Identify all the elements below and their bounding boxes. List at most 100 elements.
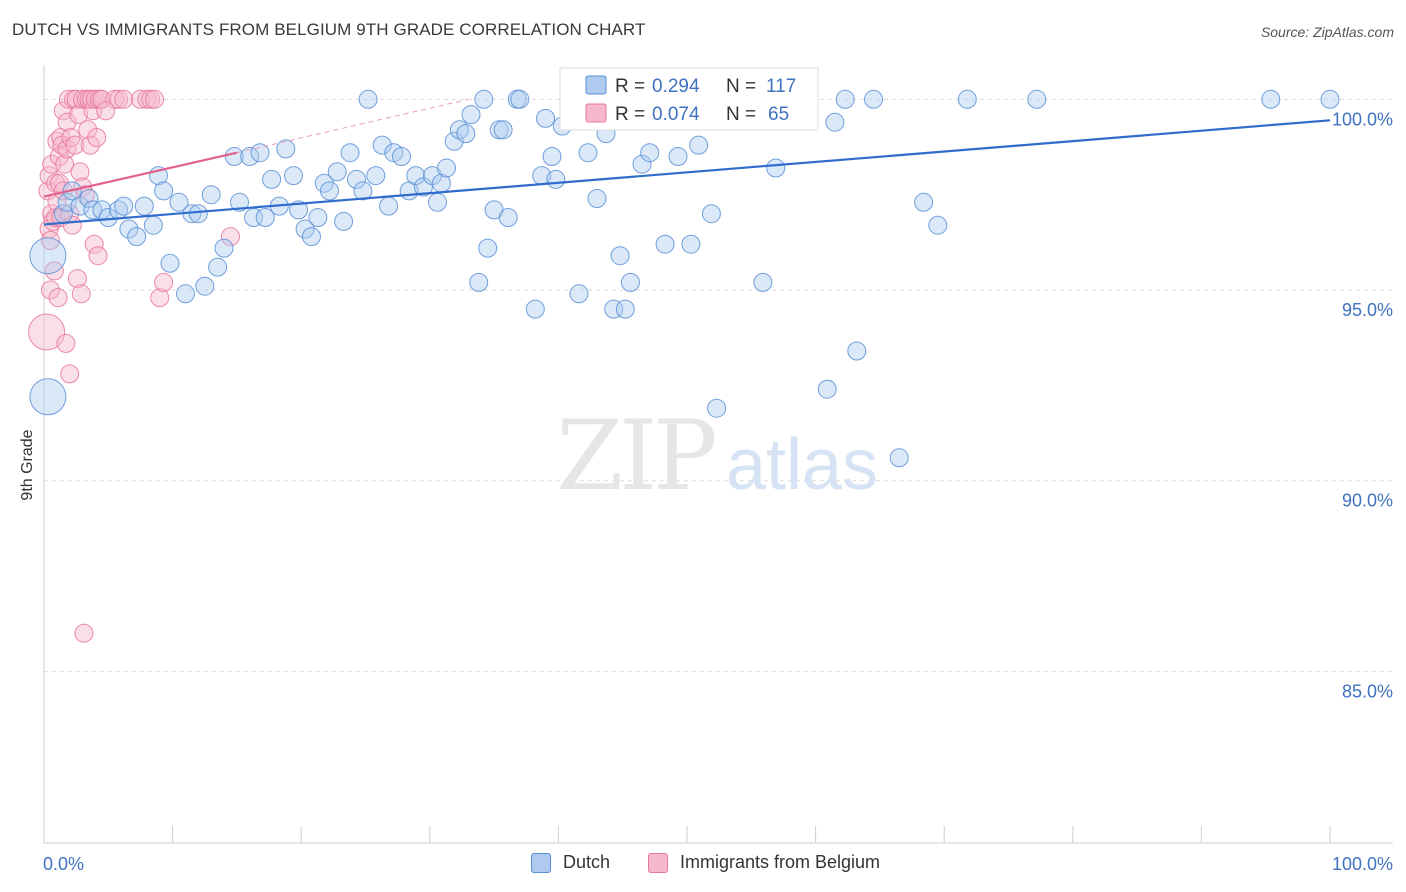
legend-swatch-belgium <box>585 103 607 123</box>
x-tick-label-max: 100.0% <box>1332 854 1393 874</box>
trend-line-belgium <box>43 151 238 198</box>
dutch-point <box>766 158 786 178</box>
series-dutch-points <box>29 89 1340 468</box>
dutch-point <box>114 196 134 216</box>
dutch-point <box>392 147 411 166</box>
belgium-point <box>69 105 89 125</box>
dutch-point <box>1027 89 1047 109</box>
dutch-point <box>847 341 867 361</box>
dutch-point <box>29 378 67 416</box>
dutch-point <box>143 215 163 235</box>
dutch-point <box>340 143 360 163</box>
dutch-point <box>542 147 562 166</box>
dutch-point <box>615 299 635 319</box>
x-tick-label-min: 0.0% <box>43 854 84 874</box>
legend-item-dutch[interactable]: Dutch <box>531 852 610 873</box>
legend-dutch-n-label: N = <box>726 76 756 97</box>
belgium-point <box>40 230 60 250</box>
dutch-point <box>489 120 509 140</box>
belgium-point <box>28 313 66 351</box>
axes <box>43 65 1393 844</box>
dutch-point <box>240 147 260 166</box>
dutch-point <box>689 135 709 155</box>
dutch-point <box>525 299 545 319</box>
dutch-point <box>681 234 701 254</box>
y-tick-labels: 85.0% 90.0% 95.0% 100.0% <box>1332 109 1393 701</box>
y-tick-label: 90.0% <box>1342 491 1393 511</box>
legend-belgium-n-label: N = <box>726 104 756 125</box>
dutch-point <box>668 147 688 166</box>
dutch-point <box>620 272 640 292</box>
trend-line-dutch <box>43 119 1331 226</box>
belgium-point <box>75 185 95 205</box>
belgium-point <box>145 89 165 109</box>
belgium-point <box>84 234 104 254</box>
belgium-point <box>87 128 107 147</box>
belgium-point <box>154 272 174 292</box>
belgium-point <box>57 112 77 132</box>
dutch-point <box>320 181 339 201</box>
dutch-point <box>640 143 660 163</box>
legend-belgium-r-value: 0.074 <box>652 104 700 125</box>
dutch-point <box>835 89 855 109</box>
dutch-point <box>29 237 67 275</box>
dutch-point <box>358 89 378 109</box>
legend-dutch-n-value: 117 <box>766 76 796 97</box>
belgium-point <box>55 154 75 174</box>
dutch-point <box>134 196 154 216</box>
dutch-point <box>437 158 456 178</box>
belgium-point <box>141 89 161 109</box>
dutch-point <box>308 208 328 227</box>
belgium-point <box>67 269 87 289</box>
belgium-point <box>70 162 90 182</box>
dutch-point <box>295 219 315 239</box>
dutch-point <box>372 135 392 155</box>
dutch-point <box>493 120 513 140</box>
dutch-point <box>255 208 275 227</box>
dutch-point <box>587 189 607 208</box>
legend-label-belgium: Immigrants from Belgium <box>680 852 881 872</box>
dutch-point <box>201 185 221 205</box>
legend-belgium-n-value: 65 <box>768 104 789 125</box>
dutch-point <box>262 169 282 189</box>
dutch-point <box>461 105 481 125</box>
belgium-point <box>74 623 94 643</box>
belgium-point <box>71 284 91 304</box>
dutch-point <box>546 169 566 189</box>
belgium-point <box>47 131 67 151</box>
dutch-point <box>428 192 447 212</box>
dutch-point <box>604 299 624 319</box>
dutch-point <box>160 253 180 273</box>
dutch-point <box>610 246 630 266</box>
legend-swatch-dutch <box>585 75 607 95</box>
dutch-point <box>57 192 77 212</box>
dutch-point <box>289 200 309 220</box>
y-tick-label: 100.0% <box>1332 109 1393 129</box>
chart-title: DUTCH VS IMMIGRANTS FROM BELGIUM 9TH GRA… <box>12 20 646 39</box>
dutch-point <box>284 166 303 186</box>
belgium-point <box>44 261 64 281</box>
dutch-point <box>536 108 555 128</box>
belgium-point <box>114 89 134 109</box>
watermark-zip: ZIP <box>556 400 715 512</box>
belgium-point <box>80 135 100 155</box>
dutch-point <box>119 219 139 239</box>
dutch-point <box>302 227 321 247</box>
dutch-point <box>707 398 727 418</box>
y-tick-label: 95.0% <box>1342 300 1393 320</box>
source-label: Source: ZipAtlas.com <box>1260 24 1394 40</box>
dutch-point <box>334 211 354 231</box>
dutch-point <box>825 112 845 132</box>
dutch-point <box>753 272 773 292</box>
trend-line-belgium-extension <box>236 98 469 154</box>
dutch-point <box>127 227 147 247</box>
legend-item-belgium[interactable]: Immigrants from Belgium <box>648 852 880 873</box>
belgium-point <box>130 89 150 109</box>
dutch-point <box>914 192 934 212</box>
dutch-point <box>347 169 366 189</box>
dutch-point <box>655 234 675 254</box>
belgium-point <box>150 288 170 308</box>
dutch-point <box>214 238 234 258</box>
belgium-point <box>96 101 116 121</box>
